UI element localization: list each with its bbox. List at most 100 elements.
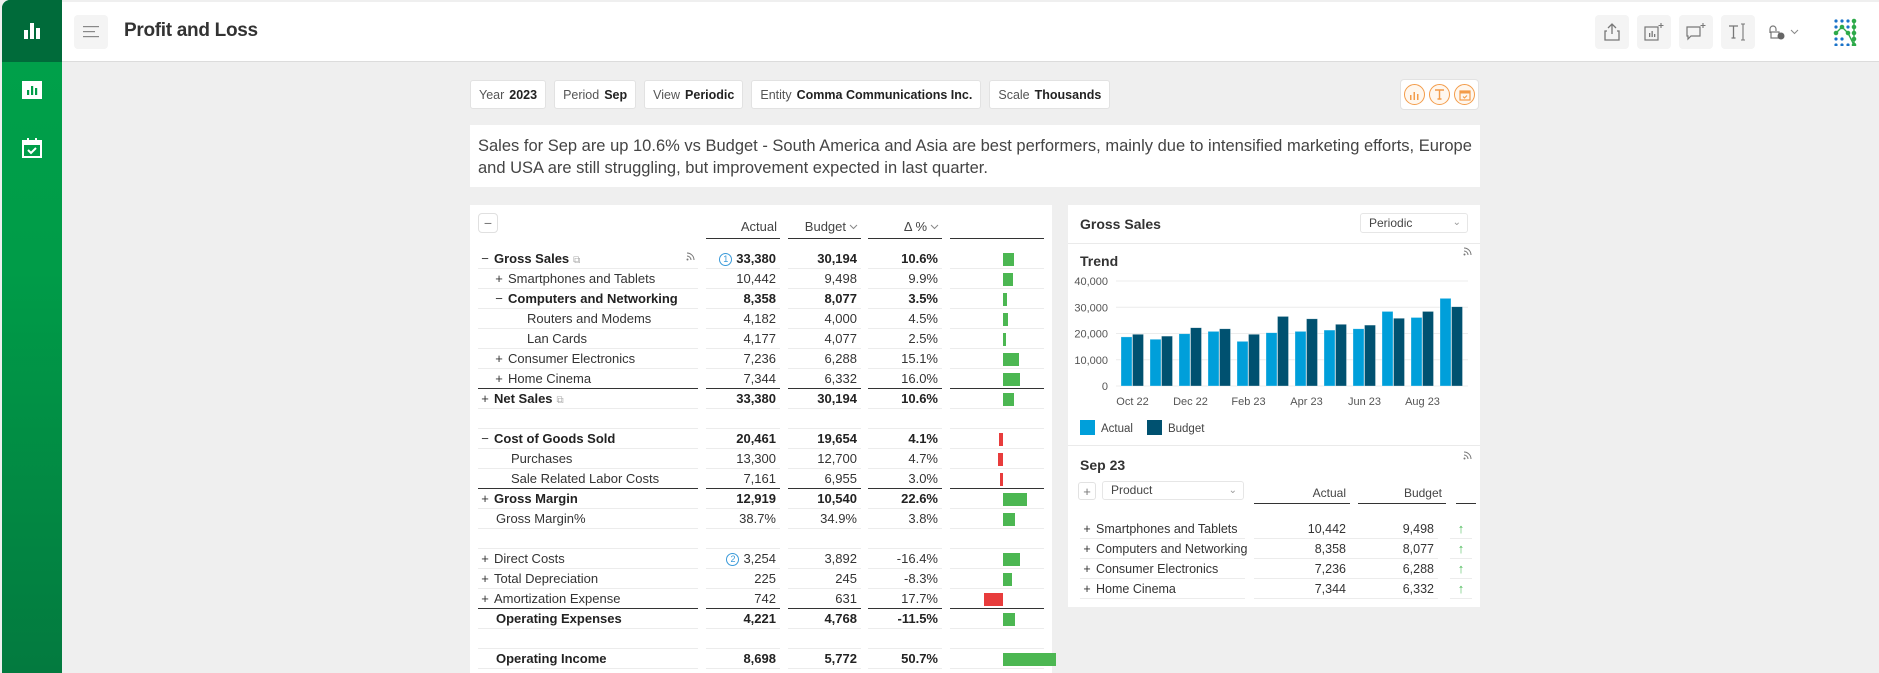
- bar-actual-nov-22[interactable]: [1149, 338, 1162, 387]
- expand-icon[interactable]: +: [1083, 542, 1091, 556]
- bar-budget-apr-23[interactable]: [1306, 318, 1318, 387]
- bar-actual-jan-23[interactable]: [1207, 331, 1220, 387]
- bar-actual-aug-23[interactable]: [1410, 317, 1423, 387]
- add-chart-button[interactable]: [1637, 15, 1671, 49]
- variance-value: -8.3%: [868, 569, 942, 589]
- bar-actual-apr-23[interactable]: [1294, 331, 1307, 387]
- table-row[interactable]: Routers and Modems 4,182 4,000 4.5%: [478, 309, 1044, 329]
- sidebar-item-calendar[interactable]: [2, 118, 62, 178]
- external-link-icon[interactable]: ⧉: [556, 395, 564, 406]
- bar-budget-mar-23[interactable]: [1277, 316, 1289, 387]
- sidebar-item-reports[interactable]: [2, 62, 62, 118]
- bar-budget-jan-23[interactable]: [1219, 328, 1231, 387]
- expand-icon[interactable]: +: [481, 491, 489, 506]
- sidebar-item-analytics[interactable]: [2, 0, 62, 62]
- bar-budget-dec-22[interactable]: [1190, 327, 1202, 387]
- bar-actual-jul-23[interactable]: [1381, 311, 1394, 387]
- table-row[interactable]: Purchases 13,300 12,700 4.7%: [478, 449, 1044, 469]
- view-select[interactable]: Periodic ⌄: [1360, 213, 1468, 233]
- expand-icon[interactable]: +: [495, 271, 503, 286]
- insert-calendar-button[interactable]: [1454, 84, 1475, 105]
- expand-icon[interactable]: +: [481, 551, 489, 566]
- bar-budget-may-23[interactable]: [1335, 324, 1347, 387]
- bar-budget-jul-23[interactable]: [1393, 317, 1405, 387]
- bar-actual-jun-23[interactable]: [1352, 328, 1365, 387]
- table-row[interactable]: + Net Sales ⧉ 33,380 30,194 10.6%: [478, 389, 1044, 409]
- table-row[interactable]: Gross Margin% 38.7% 34.9% 3.8%: [478, 509, 1044, 529]
- product-row[interactable]: + Consumer Electronics 7,236 6,288 ↑: [1080, 559, 1472, 579]
- table-row[interactable]: + Home Cinema 7,344 6,332 16.0%: [478, 369, 1044, 389]
- budget-value: 8,077: [1350, 539, 1438, 559]
- table-row[interactable]: + Total Depreciation 225 245 -8.3%: [478, 569, 1044, 589]
- product-row[interactable]: + Smartphones and Tablets 10,442 9,498 ↑: [1080, 519, 1472, 539]
- feed-icon[interactable]: [1463, 451, 1472, 460]
- variance-bar: [1003, 313, 1008, 326]
- add-comment-button[interactable]: [1679, 15, 1713, 49]
- bar-actual-may-23[interactable]: [1323, 329, 1336, 387]
- filter-view[interactable]: View Periodic: [644, 80, 744, 109]
- lock-dropdown[interactable]: [1763, 15, 1803, 49]
- bar-budget-jun-23[interactable]: [1364, 324, 1376, 387]
- collapse-icon[interactable]: −: [495, 291, 503, 306]
- expand-icon[interactable]: +: [481, 591, 489, 606]
- filter-year[interactable]: Year 2023: [470, 80, 547, 109]
- column-header-variance[interactable]: Δ %: [868, 215, 942, 239]
- product-row[interactable]: + Home Cinema 7,344 6,332 ↑: [1080, 579, 1472, 599]
- legend-item-budget[interactable]: Budget: [1146, 420, 1204, 435]
- bar-actual-oct-22[interactable]: [1120, 336, 1133, 387]
- table-row[interactable]: − Gross Sales ⧉ 1 33,380 30,194 10.6%: [478, 249, 1044, 269]
- table-row[interactable]: − Computers and Networking 8,358 8,077 3.5%: [478, 289, 1044, 309]
- table-row[interactable]: − Cost of Goods Sold 20,461 19,654 4.1%: [478, 429, 1044, 449]
- dimension-select[interactable]: Product ⌄: [1102, 481, 1244, 500]
- expand-icon[interactable]: +: [1083, 522, 1091, 536]
- bar-actual-mar-23[interactable]: [1265, 332, 1278, 387]
- text-button[interactable]: [1721, 15, 1755, 49]
- bar-budget-feb-23[interactable]: [1248, 333, 1260, 387]
- menu-button[interactable]: [74, 15, 108, 49]
- feed-icon[interactable]: [1463, 247, 1472, 256]
- legend-item-actual[interactable]: Actual: [1080, 420, 1133, 435]
- table-row[interactable]: Operating Income 8,698 5,772 50.7%: [478, 649, 1057, 669]
- bar-actual-dec-22[interactable]: [1178, 333, 1191, 387]
- expand-all-button[interactable]: +: [1078, 482, 1096, 500]
- expand-icon[interactable]: +: [495, 351, 503, 366]
- variance-value: 2.5%: [868, 329, 942, 349]
- insert-text-button[interactable]: [1429, 84, 1450, 105]
- bar-budget-sep-23[interactable]: [1451, 306, 1463, 387]
- filter-entity[interactable]: Entity Comma Communications Inc.: [751, 80, 982, 109]
- comment-badge[interactable]: 1: [719, 253, 733, 266]
- table-row[interactable]: + Direct Costs 2 3,254 3,892 -16.4%: [478, 549, 1044, 569]
- external-link-icon[interactable]: ⧉: [573, 255, 581, 266]
- bar-actual-sep-23[interactable]: [1439, 298, 1452, 387]
- feed-icon[interactable]: [686, 252, 695, 261]
- table-row[interactable]: + Smartphones and Tablets 10,442 9,498 9.9%: [478, 269, 1044, 289]
- collapse-all-button[interactable]: −: [478, 213, 498, 233]
- bar-budget-oct-22[interactable]: [1132, 333, 1144, 387]
- expand-icon[interactable]: +: [1083, 562, 1091, 576]
- commentary-text[interactable]: Sales for Sep are up 10.6% vs Budget - S…: [470, 125, 1480, 187]
- filter-period[interactable]: Period Sep: [554, 80, 637, 109]
- share-button[interactable]: [1595, 15, 1629, 49]
- table-row[interactable]: Sale Related Labor Costs 7,161 6,955 3.0%: [478, 469, 1044, 489]
- filter-scale[interactable]: Scale Thousands: [989, 80, 1111, 109]
- expand-icon[interactable]: +: [481, 391, 489, 406]
- bar-budget-aug-23[interactable]: [1422, 311, 1434, 387]
- comment-badge[interactable]: 2: [726, 553, 740, 566]
- collapse-icon[interactable]: −: [481, 251, 489, 266]
- panel-title: Gross Sales: [1080, 216, 1161, 232]
- expand-icon[interactable]: +: [481, 571, 489, 586]
- table-row[interactable]: + Consumer Electronics 7,236 6,288 15.1%: [478, 349, 1044, 369]
- expand-icon[interactable]: +: [495, 371, 503, 386]
- table-row[interactable]: Lan Cards 4,177 4,077 2.5%: [478, 329, 1044, 349]
- product-row[interactable]: + Computers and Networking 8,358 8,077 ↑: [1080, 539, 1472, 559]
- table-row[interactable]: + Gross Margin 12,919 10,540 22.6%: [478, 489, 1044, 509]
- budget-value: 4,077: [788, 329, 861, 349]
- column-header-budget[interactable]: Budget: [788, 215, 861, 239]
- bar-actual-feb-23[interactable]: [1236, 341, 1249, 387]
- collapse-icon[interactable]: −: [481, 431, 489, 446]
- insert-chart-button[interactable]: [1404, 84, 1425, 105]
- expand-icon[interactable]: +: [1083, 582, 1091, 596]
- table-row[interactable]: Operating Expenses 4,221 4,768 -11.5%: [478, 609, 1044, 629]
- bar-budget-nov-22[interactable]: [1161, 335, 1173, 387]
- table-row[interactable]: + Amortization Expense 742 631 17.7%: [478, 589, 1044, 609]
